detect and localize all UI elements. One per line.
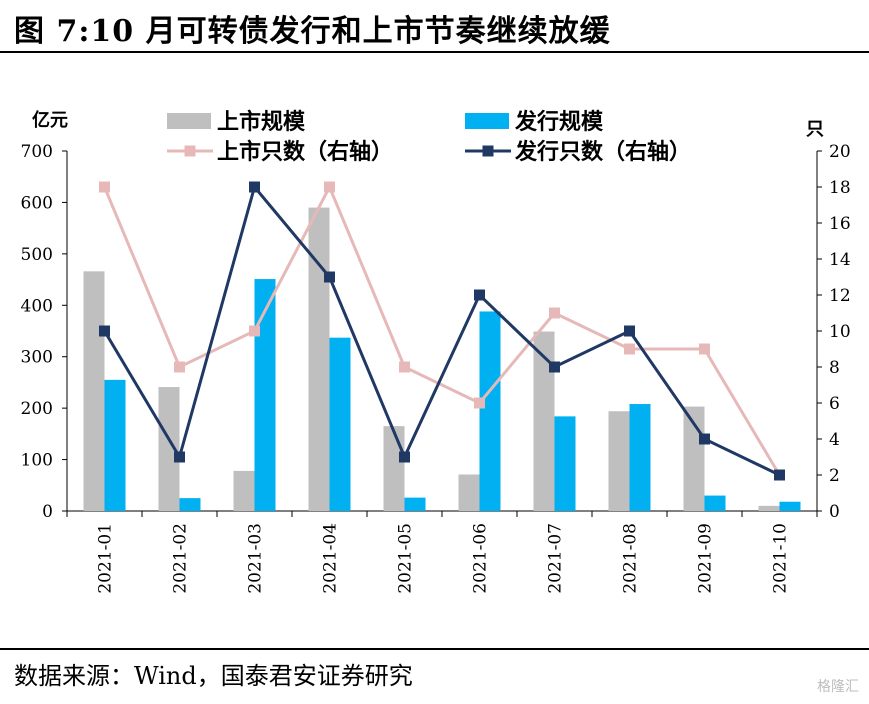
right-tick-label: 10 [829, 322, 851, 342]
left-tick-label: 600 [21, 193, 53, 213]
bar-issue [104, 379, 126, 511]
legend-issue-size-label: 发行规模 [514, 109, 604, 135]
x-tick-label: 2021-05 [396, 523, 416, 594]
bar-issue [329, 337, 351, 511]
left-tick-label: 0 [42, 502, 53, 522]
bar-listing [383, 426, 405, 511]
legend-listing-size-label: 上市规模 [217, 109, 306, 135]
legend-issue-count-label: 发行只数（右轴） [514, 139, 691, 165]
point-listing-count [174, 361, 185, 373]
bar-issue [254, 279, 276, 511]
left-tick-label: 200 [21, 399, 53, 419]
point-listing-count [324, 181, 335, 193]
source-note: 数据来源：Wind，国泰君安证券研究 [14, 662, 413, 690]
x-tick-label: 2021-03 [246, 523, 266, 594]
point-issue-count [699, 433, 710, 445]
bar-listing [83, 271, 105, 511]
right-tick-label: 4 [829, 430, 840, 450]
point-issue-count [774, 469, 785, 481]
line-issue-count [103, 183, 781, 477]
x-tick-label: 2021-01 [96, 523, 116, 594]
left-tick-label: 400 [21, 296, 53, 316]
right-tick-label: 8 [829, 358, 840, 378]
bar-listing [758, 505, 780, 511]
right-tick-label: 16 [829, 214, 851, 234]
point-issue-count [624, 325, 635, 337]
right-tick-label: 2 [829, 466, 840, 486]
line-listing-count [103, 183, 781, 476]
x-tick-label: 2021-07 [546, 523, 566, 594]
right-tick-label: 20 [829, 142, 851, 162]
bar-listing [308, 207, 330, 512]
right-tick-label: 12 [829, 286, 851, 306]
watermark: 格隆汇 [817, 679, 859, 695]
title-rule [0, 51, 869, 53]
point-issue-count [474, 289, 485, 301]
point-listing-count [549, 307, 560, 319]
x-tick-label: 2021-06 [471, 523, 491, 594]
right-tick-label: 18 [829, 178, 851, 198]
bar-listing [233, 470, 255, 511]
legend-listing-count-label: 上市只数（右轴） [217, 139, 393, 165]
x-tick-label: 2021-08 [621, 523, 641, 594]
point-issue-count [249, 181, 260, 193]
bar-issue [179, 498, 201, 511]
legend-listing-count-marker [184, 145, 196, 157]
point-listing-count [624, 343, 635, 355]
left-tick-label: 100 [21, 451, 53, 471]
bar-issue [554, 416, 576, 511]
point-issue-count [174, 451, 185, 463]
bar-issue [629, 404, 651, 511]
x-tick-label: 2021-09 [696, 523, 716, 594]
left-tick-label: 700 [21, 142, 53, 162]
point-issue-count [99, 325, 110, 337]
bar-issue [479, 311, 501, 511]
bar-issue [704, 495, 726, 511]
point-issue-count [549, 361, 560, 373]
left-axis-title: 亿元 [32, 109, 68, 131]
point-issue-count [399, 451, 410, 463]
left-tick-label: 500 [21, 245, 53, 265]
right-tick-label: 14 [829, 250, 851, 270]
x-tick-label: 2021-10 [771, 523, 791, 594]
x-tick-label: 2021-02 [171, 523, 191, 594]
footer-rule [0, 648, 869, 650]
bar-listing [458, 474, 480, 511]
bar-listing [533, 331, 555, 511]
chart-area: 0 100 200 300 400 500 600 700 0 2 4 6 8 10 12 14 16 18 20 亿… [21, 109, 851, 594]
point-listing-count [99, 181, 110, 193]
legend-issue-size-swatch [465, 113, 509, 129]
bar-listing [158, 387, 180, 511]
legend-issue-count-marker [482, 145, 494, 157]
point-listing-count [699, 343, 710, 355]
right-tick-label: 6 [829, 394, 840, 414]
chart-title: 图 7:10 月可转债发行和上市节奏继续放缓 [14, 14, 611, 49]
point-issue-count [324, 271, 335, 283]
x-tick-label: 2021-04 [321, 523, 341, 594]
legend-listing-size-swatch [167, 113, 211, 129]
bar-issue [404, 497, 426, 511]
bar-listing [608, 411, 630, 511]
right-axis-title: 只 [806, 119, 824, 140]
left-tick-label: 300 [21, 348, 53, 368]
point-listing-count [399, 361, 410, 373]
bar-issue [779, 501, 801, 511]
point-listing-count [249, 325, 260, 337]
right-tick-label: 0 [829, 502, 840, 522]
point-listing-count [474, 397, 485, 409]
